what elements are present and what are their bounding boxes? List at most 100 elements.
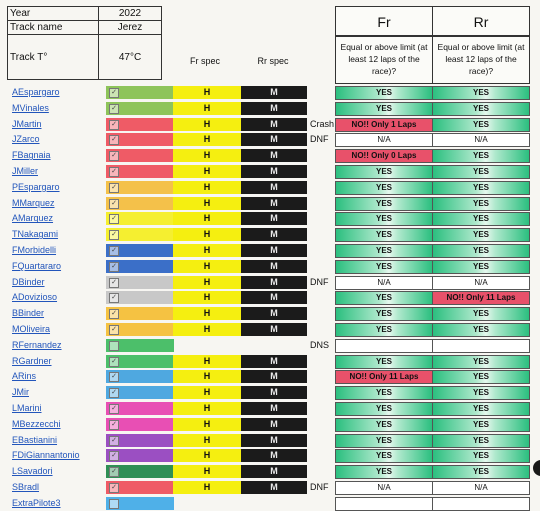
rider-name-link[interactable]: LMarini — [12, 403, 42, 413]
team-color-cell: ✓ — [106, 86, 174, 99]
rider-name-link[interactable]: RFernandez — [12, 339, 62, 350]
team-color-cell: ✓ — [106, 133, 174, 147]
checkbox-icon[interactable]: ✓ — [109, 230, 119, 241]
rider-row: RFernandez DNS — [8, 338, 329, 353]
rear-result-cell: YES — [432, 433, 530, 448]
rider-name-link[interactable]: FMorbidelli — [12, 245, 57, 255]
front-result-cell: YES — [335, 259, 433, 274]
rider-name-link[interactable]: LSavadori — [12, 466, 53, 477]
rider-row: BBinder ✓ H M — [8, 307, 308, 321]
rider-name-link[interactable]: EBastianini — [12, 434, 58, 445]
rider-name-link[interactable]: MVinales — [12, 102, 49, 113]
rider-name-link[interactable]: JMartin — [12, 118, 42, 129]
checkbox-icon[interactable]: ✓ — [109, 388, 119, 399]
front-result-cell: YES — [335, 386, 433, 401]
checkbox-icon[interactable]: ✓ — [109, 467, 119, 478]
front-spec-cell: H — [173, 212, 241, 226]
rider-row: MVinales ✓ H M — [8, 101, 308, 116]
rider-name-link[interactable]: ARins — [12, 371, 37, 382]
checkbox-icon[interactable]: ✓ — [109, 214, 119, 225]
checkbox-icon[interactable]: ✓ — [109, 451, 119, 462]
rider-row: AMarquez ✓ H M — [8, 212, 308, 226]
checkbox-icon[interactable]: ✓ — [109, 261, 119, 272]
team-color-cell: ✓ — [106, 117, 174, 131]
rider-name-link[interactable]: MBezzecchi — [12, 418, 61, 429]
rider-name-link[interactable]: ADovizioso — [12, 292, 58, 303]
rider-row: MMarquez ✓ H M — [8, 196, 308, 211]
checkbox-icon[interactable]: ✓ — [109, 103, 119, 114]
rear-spec-cell: M — [241, 307, 307, 321]
checkbox-icon[interactable]: ✓ — [109, 119, 119, 130]
front-spec-cell: H — [173, 228, 241, 242]
rider-name-link[interactable]: MOliveira — [12, 324, 51, 334]
rear-spec-cell: M — [241, 481, 307, 494]
rider-name-link[interactable]: JZarco — [12, 134, 40, 145]
rider-name-link[interactable]: AMarquez — [12, 213, 54, 224]
rear-result-cell: NO!! Only 11 Laps — [432, 291, 530, 306]
rider-row: SBradl ✓ H M DNF — [8, 481, 329, 495]
rider-name-link[interactable]: MMarquez — [12, 197, 55, 208]
floating-action-dot[interactable] — [533, 460, 540, 476]
rider-name-link[interactable]: JMir — [12, 387, 29, 398]
rider-name-link[interactable]: AEspargaro — [12, 87, 60, 97]
front-result-cell: N/A — [335, 133, 433, 148]
rear-spec-cell: M — [241, 402, 307, 415]
front-spec-cell: H — [173, 386, 241, 400]
checkbox-icon[interactable]: ✓ — [109, 325, 119, 335]
checkbox-icon[interactable]: ✓ — [109, 182, 119, 193]
checkbox-icon[interactable]: ✓ — [109, 356, 119, 367]
rear-result-cell — [432, 496, 530, 511]
rider-name-link[interactable]: FBagnaia — [12, 150, 51, 161]
front-result-cell: YES — [335, 402, 433, 416]
front-result-cell: YES — [335, 449, 433, 464]
track-temp-label: Track T° — [7, 34, 99, 80]
checkbox-icon[interactable]: ✓ — [109, 277, 119, 288]
checkbox-icon[interactable]: ✓ — [109, 198, 119, 209]
rear-spec-cell: M — [241, 449, 307, 463]
rear-spec-cell: M — [241, 386, 307, 400]
rider-row: FDiGiannantonio ✓ H M — [8, 449, 308, 463]
track-name-label: Track name — [7, 20, 99, 35]
checkbox-icon[interactable] — [109, 340, 119, 351]
team-color-cell: ✓ — [106, 402, 174, 415]
checkbox-icon[interactable]: ✓ — [109, 135, 119, 146]
team-color-cell — [106, 496, 174, 510]
rider-name-link[interactable]: DBinder — [12, 276, 45, 287]
rear-result-cell: YES — [432, 386, 530, 401]
front-result-cell — [335, 338, 433, 353]
checkbox-icon[interactable]: ✓ — [109, 246, 119, 256]
front-result-cell: YES — [335, 196, 433, 211]
front-result-cell — [335, 496, 433, 511]
front-spec-cell: H — [173, 465, 241, 479]
checkbox-icon[interactable] — [109, 498, 119, 509]
rear-result-cell — [432, 338, 530, 353]
checkbox-icon[interactable]: ✓ — [109, 404, 119, 414]
checkbox-icon[interactable]: ✓ — [109, 151, 119, 162]
rear-spec-cell: M — [241, 117, 307, 131]
rider-name-link[interactable]: RGardner — [12, 355, 52, 366]
rider-row: FQuartararo ✓ H M — [8, 259, 308, 274]
rear-result-cell: YES — [432, 196, 530, 211]
checkbox-icon[interactable]: ✓ — [109, 309, 119, 320]
front-result-cell: NO!! Only 0 Laps — [335, 149, 433, 164]
rider-name-link[interactable]: BBinder — [12, 308, 45, 319]
rider-row: LMarini ✓ H M — [8, 402, 308, 416]
rider-name-link[interactable]: SBradl — [12, 482, 40, 492]
checkbox-icon[interactable]: ✓ — [109, 293, 119, 304]
rider-name-link[interactable]: ExtraPilote3 — [12, 497, 61, 508]
rider-name-link[interactable]: PEspargaro — [12, 181, 60, 192]
checkbox-icon[interactable]: ✓ — [109, 483, 119, 493]
front-spec-header: Fr spec — [189, 56, 220, 66]
checkbox-icon[interactable]: ✓ — [109, 419, 119, 430]
checkbox-icon[interactable]: ✓ — [109, 435, 119, 446]
checkbox-icon[interactable]: ✓ — [109, 88, 119, 98]
rider-name-link[interactable]: TNakagami — [12, 229, 59, 240]
checkbox-icon[interactable]: ✓ — [109, 167, 119, 177]
rider-row: MOliveira ✓ H M — [8, 323, 308, 337]
rider-row: FBagnaia ✓ H M — [8, 149, 308, 163]
year-value: 2022 — [98, 6, 162, 21]
rider-name-link[interactable]: FDiGiannantonio — [12, 450, 80, 461]
rider-name-link[interactable]: JMiller — [12, 166, 38, 176]
checkbox-icon[interactable]: ✓ — [109, 372, 119, 383]
rider-name-link[interactable]: FQuartararo — [12, 260, 62, 271]
